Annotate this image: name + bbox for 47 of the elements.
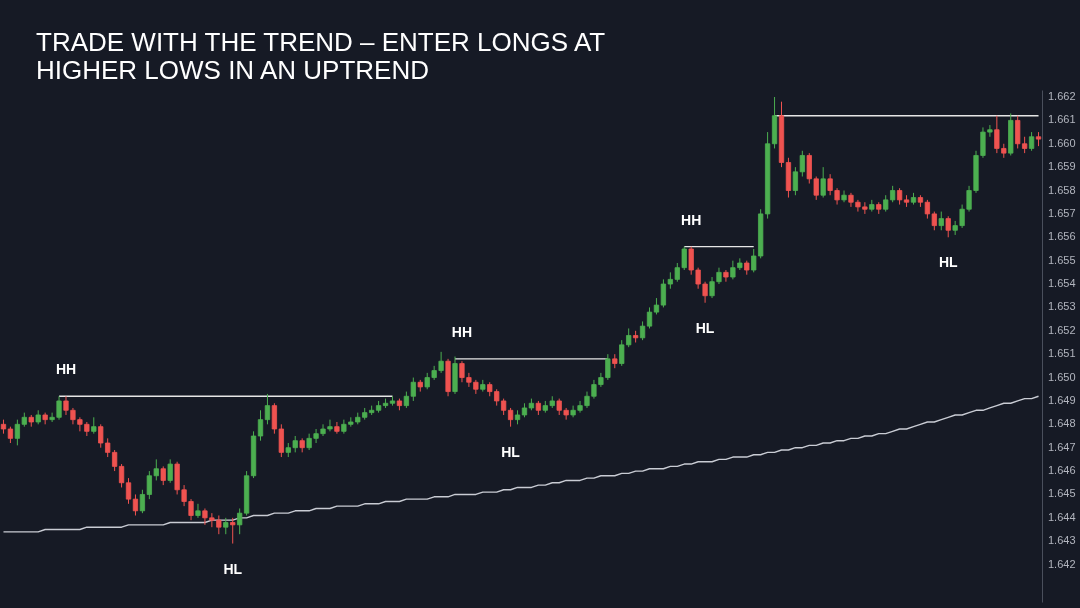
y-tick-label: 1.656 bbox=[1048, 230, 1076, 243]
y-tick-label: 1.658 bbox=[1048, 183, 1076, 196]
candlestick bbox=[257, 409, 264, 442]
y-tick-label: 1.660 bbox=[1048, 136, 1076, 149]
candlestick bbox=[723, 269, 729, 283]
candlestick bbox=[646, 306, 653, 329]
y-tick-label: 1.659 bbox=[1048, 160, 1076, 173]
y-tick-label: 1.655 bbox=[1048, 253, 1076, 266]
candlestick bbox=[1028, 131, 1035, 152]
y-tick-label: 1.653 bbox=[1048, 300, 1076, 313]
chart-title: TRADE WITH THE TREND – ENTER LONGS AT HIGHER LOWS IN AN UPTREND bbox=[36, 27, 606, 85]
annotation: HL bbox=[223, 560, 243, 577]
y-tick-label: 1.646 bbox=[1048, 464, 1076, 477]
annotation: HH bbox=[681, 211, 702, 228]
y-tick-label: 1.657 bbox=[1048, 206, 1076, 219]
y-tick-label: 1.661 bbox=[1048, 113, 1076, 126]
line-series bbox=[2, 395, 1040, 533]
candlestick bbox=[160, 465, 166, 486]
y-tick-label: 1.642 bbox=[1048, 557, 1076, 570]
annotation: HL bbox=[695, 319, 715, 336]
annotation: HL bbox=[501, 443, 521, 460]
y-tick-label: 1.662 bbox=[1048, 90, 1076, 103]
candlestick bbox=[118, 463, 125, 488]
candlestick bbox=[938, 211, 944, 231]
y-tick-label: 1.654 bbox=[1048, 277, 1076, 290]
candlestick bbox=[195, 503, 201, 519]
y-tick-label: 1.648 bbox=[1048, 417, 1076, 430]
candlestick bbox=[264, 393, 271, 425]
candlestick bbox=[639, 320, 646, 341]
candlestick bbox=[125, 477, 132, 505]
y-tick-label: 1.649 bbox=[1048, 393, 1076, 406]
annotation: HH bbox=[55, 361, 77, 378]
annotation: HL bbox=[938, 254, 958, 271]
y-tick-label: 1.647 bbox=[1048, 440, 1076, 453]
y-tick-label: 1.650 bbox=[1048, 370, 1076, 383]
candlestick bbox=[945, 215, 951, 238]
candlestick bbox=[334, 421, 340, 435]
candlestick bbox=[230, 517, 236, 545]
y-tick-label: 1.652 bbox=[1048, 323, 1076, 336]
candlestick bbox=[132, 493, 139, 516]
candlestick bbox=[820, 166, 826, 199]
annotation: HH bbox=[451, 323, 473, 340]
candlestick bbox=[167, 458, 173, 484]
y-tick-label: 1.643 bbox=[1048, 534, 1076, 547]
y-tick-label: 1.644 bbox=[1048, 510, 1076, 523]
y-tick-label: 1.651 bbox=[1048, 347, 1076, 360]
y-tick-label: 1.645 bbox=[1048, 487, 1076, 500]
